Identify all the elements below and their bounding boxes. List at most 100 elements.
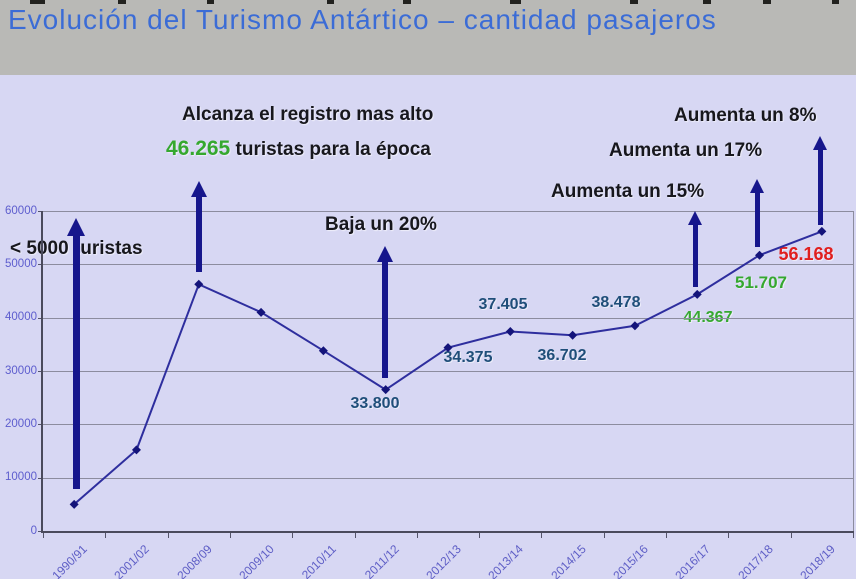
- title-band: Evolución del Turismo Antártico – cantid…: [0, 0, 856, 75]
- data-point-marker: [568, 330, 578, 340]
- x-axis-tick: [666, 533, 668, 538]
- point-label-2016-17: 44.367: [683, 309, 733, 326]
- milestone-arrowhead-2008/09: [191, 181, 207, 197]
- cropped-text-artifact: [630, 0, 638, 4]
- x-axis-label: 2010/11: [299, 542, 340, 579]
- y-axis-label: 40000: [5, 311, 37, 324]
- x-axis-tick: [167, 533, 169, 538]
- y-axis-label: 0: [30, 524, 37, 537]
- x-axis-label: 2008/09: [174, 542, 215, 579]
- data-point-marker: [318, 346, 328, 356]
- x-axis-label: 2011/12: [361, 542, 402, 579]
- milestone-arrowhead-2016/17: [688, 211, 702, 225]
- record-value: 46.265: [166, 137, 231, 160]
- gridline-50000: [43, 264, 853, 266]
- point-label-2012-13: 34.375: [443, 349, 493, 366]
- x-axis-label: 2014/15: [547, 542, 589, 579]
- y-axis-label: 50000: [5, 257, 37, 270]
- x-axis-tick: [728, 533, 730, 538]
- data-point-marker: [505, 327, 515, 337]
- milestone-arrow-2016/17: [692, 224, 698, 287]
- cropped-text-artifact: [510, 0, 521, 4]
- annotation-baja-20: Baja un 20%: [325, 214, 437, 235]
- y-axis-label: 10000: [5, 471, 37, 484]
- x-axis-label: 1990/91: [49, 542, 91, 579]
- y-axis-label: 30000: [5, 364, 37, 377]
- cropped-text-artifact: [403, 0, 411, 4]
- data-point-marker: [256, 307, 266, 317]
- milestone-arrow-2011/12: [382, 261, 388, 378]
- x-axis-label: 2017/18: [734, 542, 776, 579]
- gridline-30000: [43, 371, 853, 372]
- cropped-text-artifact: [327, 0, 334, 4]
- line-chart: < 5000 turistas Alcanza el registro mas …: [0, 75, 856, 579]
- milestone-arrow-2008/09: [196, 196, 202, 272]
- annotation-record-line2: 46.265 turistas para la época: [166, 137, 431, 161]
- milestone-arrowhead-2011/12: [377, 246, 393, 262]
- gridline-20000: [43, 424, 853, 426]
- milestone-arrow-1990/91: [72, 235, 80, 489]
- point-label-2015-16: 38.478: [591, 294, 641, 311]
- x-axis-tick: [853, 533, 854, 538]
- x-axis-tick: [541, 533, 543, 538]
- x-axis-tick: [43, 533, 44, 538]
- milestone-arrowhead-2017/18: [750, 179, 764, 193]
- y-axis-tick: [38, 531, 43, 532]
- data-point-marker: [194, 279, 204, 289]
- point-label-2014-15: 36.702: [537, 347, 587, 364]
- annotation-aumenta-8: Aumenta un 8%: [674, 105, 817, 126]
- x-axis-tick: [790, 533, 792, 538]
- y-axis-tick: [38, 477, 43, 479]
- x-axis-tick: [479, 533, 481, 538]
- y-axis-tick: [38, 371, 43, 372]
- cropped-text-artifact: [30, 0, 45, 4]
- data-point-marker: [755, 250, 765, 260]
- data-point-marker: [69, 499, 79, 509]
- milestone-arrowhead-1990/91: [67, 218, 85, 236]
- x-axis-tick: [603, 533, 605, 538]
- x-axis-tick: [105, 533, 107, 538]
- record-value-suffix: turistas para la época: [230, 139, 431, 160]
- annotation-record-line1: Alcanza el registro mas alto: [182, 104, 434, 125]
- gridline-10000: [43, 477, 853, 479]
- x-axis-tick: [229, 533, 231, 538]
- y-axis-label: 20000: [5, 417, 37, 430]
- cropped-text-artifact: [703, 0, 711, 4]
- point-label-2018-19: 56.168: [778, 244, 834, 264]
- x-axis-label: 2012/13: [423, 542, 464, 579]
- y-axis-tick: [38, 424, 43, 426]
- cropped-text-artifact: [832, 0, 839, 4]
- milestone-arrow-2018/19: [817, 149, 823, 225]
- cropped-text-artifact: [763, 0, 771, 4]
- page-title: Evolución del Turismo Antártico – cantid…: [8, 4, 717, 35]
- cropped-text-artifact: [118, 0, 126, 4]
- annotation-aumenta-15: Aumenta un 15%: [551, 181, 705, 202]
- annotation-aumenta-17: Aumenta un 17%: [609, 140, 763, 161]
- y-axis-line: [41, 211, 43, 533]
- y-axis-tick: [38, 317, 43, 319]
- data-point-marker: [443, 343, 453, 353]
- gridline-40000: [43, 317, 853, 319]
- data-point-marker: [381, 385, 391, 395]
- x-axis-label: 2013/14: [485, 542, 527, 579]
- x-axis-label: 2009/10: [236, 542, 277, 579]
- point-label-2017-18: 51.707: [735, 273, 787, 292]
- milestone-arrow-2017/18: [754, 192, 760, 247]
- y-axis-label: 60000: [5, 204, 37, 217]
- x-axis-label: 2018/19: [797, 542, 838, 579]
- x-axis-tick: [416, 533, 418, 538]
- passenger-series: [69, 226, 827, 509]
- y-axis-tick: [38, 264, 43, 266]
- plot-right-border: [853, 211, 854, 531]
- data-point-marker: [692, 289, 702, 299]
- data-point-marker: [131, 445, 141, 455]
- y-axis-tick: [38, 211, 43, 212]
- data-point-marker: [630, 321, 640, 331]
- point-label-2011-12: 33.800: [350, 395, 400, 412]
- x-axis-label: 2015/16: [610, 542, 651, 579]
- x-axis-line: [41, 531, 854, 533]
- data-point-marker: [817, 226, 827, 236]
- x-axis-label: 2001/02: [111, 542, 153, 579]
- cropped-text-artifact: [207, 0, 214, 4]
